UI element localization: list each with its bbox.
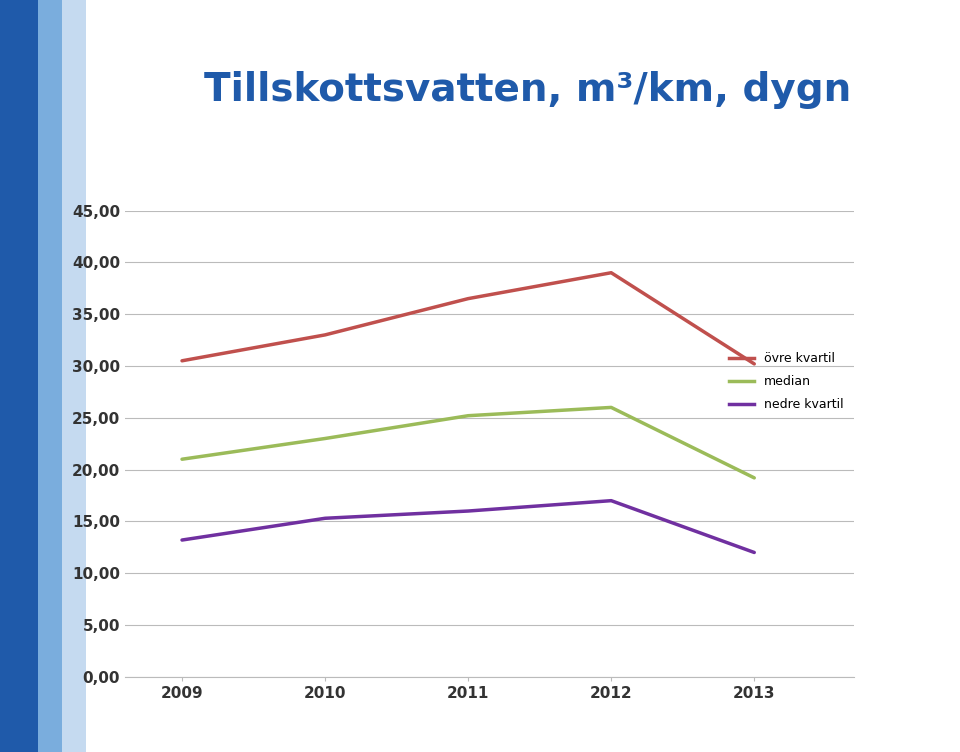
Line: median: median — [182, 408, 755, 478]
Line: övre kvartil: övre kvartil — [182, 273, 755, 364]
nedre kvartil — [320, 514, 331, 523]
median — [606, 403, 617, 412]
övre kvartil — [320, 330, 331, 339]
nedre kvartil — [463, 507, 474, 516]
övre kvartil — [749, 359, 760, 368]
median — [463, 411, 474, 420]
övre kvartil — [463, 294, 474, 303]
Text: Tillskottsvatten, m³/km, dygn: Tillskottsvatten, m³/km, dygn — [204, 71, 852, 109]
övre kvartil — [606, 268, 617, 277]
övre kvartil — [177, 356, 188, 365]
Legend: övre kvartil, median, nedre kvartil: övre kvartil, median, nedre kvartil — [724, 347, 848, 417]
nedre kvartil — [177, 535, 188, 544]
median — [177, 455, 188, 464]
median — [320, 434, 331, 443]
Line: nedre kvartil: nedre kvartil — [182, 501, 755, 553]
median — [749, 473, 760, 482]
nedre kvartil — [749, 548, 760, 557]
nedre kvartil — [606, 496, 617, 505]
